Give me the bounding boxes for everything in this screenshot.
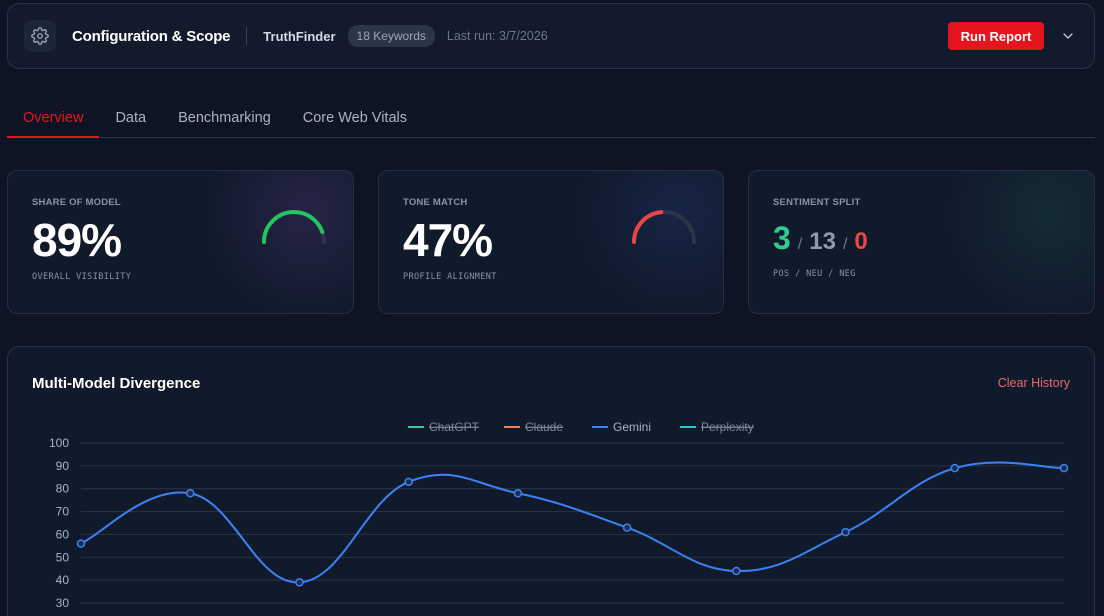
share-of-model-card: SHARE OF MODEL 89% OVERALL VISIBILITY bbox=[7, 170, 354, 314]
y-tick-label: 30 bbox=[56, 596, 70, 610]
tab-core-web-vitals[interactable]: Core Web Vitals bbox=[302, 110, 407, 126]
data-point bbox=[1059, 463, 1069, 473]
run-report-button[interactable]: Run Report bbox=[948, 22, 1044, 50]
chevron-down-icon[interactable] bbox=[1058, 26, 1078, 46]
divergence-chart-card: Multi-Model Divergence Clear History 100… bbox=[7, 346, 1095, 616]
brand-name: TruthFinder bbox=[263, 28, 336, 44]
share-of-model-label: SHARE OF MODEL bbox=[32, 197, 121, 208]
gear-icon[interactable] bbox=[24, 20, 56, 52]
data-point bbox=[732, 566, 741, 576]
legend-item-claude[interactable]: Claude bbox=[525, 420, 563, 434]
sentiment-sub: POS / NEU / NEG bbox=[773, 269, 856, 279]
tone-gauge bbox=[632, 210, 696, 244]
data-point bbox=[76, 539, 86, 548]
sentiment-neutral: 13 bbox=[809, 228, 836, 255]
share-of-model-value: 89% bbox=[32, 214, 122, 266]
sentiment-values: 3 / 13 / 0 bbox=[773, 220, 1070, 257]
tone-match-sub: PROFILE ALIGNMENT bbox=[403, 272, 497, 282]
sentiment-positive: 3 bbox=[773, 220, 791, 256]
y-tick-label: 70 bbox=[56, 505, 70, 519]
data-point bbox=[404, 477, 413, 487]
tone-gauge-fill bbox=[632, 210, 696, 244]
share-gauge-fill bbox=[262, 210, 326, 244]
sentiment-split-label: SENTIMENT SPLIT bbox=[773, 197, 861, 208]
y-tick-label: 100 bbox=[49, 436, 69, 450]
tone-match-card: TONE MATCH 47% PROFILE ALIGNMENT bbox=[378, 170, 724, 314]
divergence-chart: 100 90 80 70 60 50 40 30 ChatGPT Claude Gemini Perp… bbox=[49, 420, 1069, 610]
keywords-badge: 18 Keywords bbox=[347, 25, 435, 47]
header-divider bbox=[246, 27, 248, 45]
tone-match-value: 47% bbox=[403, 214, 493, 266]
y-tick-label: 60 bbox=[56, 527, 70, 541]
y-tick-label: 50 bbox=[56, 550, 70, 564]
data-point bbox=[513, 489, 523, 498]
tab-benchmarking[interactable]: Benchmarking bbox=[178, 110, 271, 126]
legend-item-chatgpt[interactable]: ChatGPT bbox=[429, 420, 480, 434]
tab-bar: Overview Data Benchmarking Core Web Vita… bbox=[7, 100, 1095, 138]
y-tick-label: 40 bbox=[56, 573, 70, 587]
sentiment-slash: / bbox=[842, 236, 848, 253]
data-point bbox=[622, 523, 632, 532]
data-point bbox=[950, 463, 960, 473]
clear-history-button[interactable]: Clear History bbox=[997, 376, 1070, 390]
data-point bbox=[841, 527, 850, 537]
legend-item-gemini[interactable]: Gemini bbox=[613, 420, 651, 434]
data-point bbox=[295, 578, 304, 587]
share-gauge bbox=[262, 210, 326, 244]
y-tick-label: 90 bbox=[56, 459, 70, 473]
sentiment-slash: / bbox=[797, 236, 803, 253]
y-tick-label: 80 bbox=[56, 482, 70, 496]
tone-match-label: TONE MATCH bbox=[403, 197, 468, 208]
legend-item-perplexity[interactable]: Perplexity bbox=[701, 420, 754, 434]
tab-overview[interactable]: Overview bbox=[7, 100, 100, 138]
config-header: Configuration & Scope TruthFinder 18 Key… bbox=[7, 3, 1095, 69]
tab-data[interactable]: Data bbox=[115, 110, 147, 126]
page-title: Configuration & Scope bbox=[72, 27, 231, 45]
sentiment-split-card: SENTIMENT SPLIT 3 / 13 / 0 POS / NEU / N… bbox=[748, 170, 1095, 314]
share-of-model-sub: OVERALL VISIBILITY bbox=[32, 272, 132, 282]
chart-title: Multi-Model Divergence bbox=[32, 375, 201, 392]
series-line-gemini bbox=[80, 461, 1065, 584]
sentiment-negative: 0 bbox=[854, 228, 868, 255]
data-point bbox=[185, 489, 195, 498]
last-run-text: Last run: 3/7/2026 bbox=[446, 29, 548, 43]
